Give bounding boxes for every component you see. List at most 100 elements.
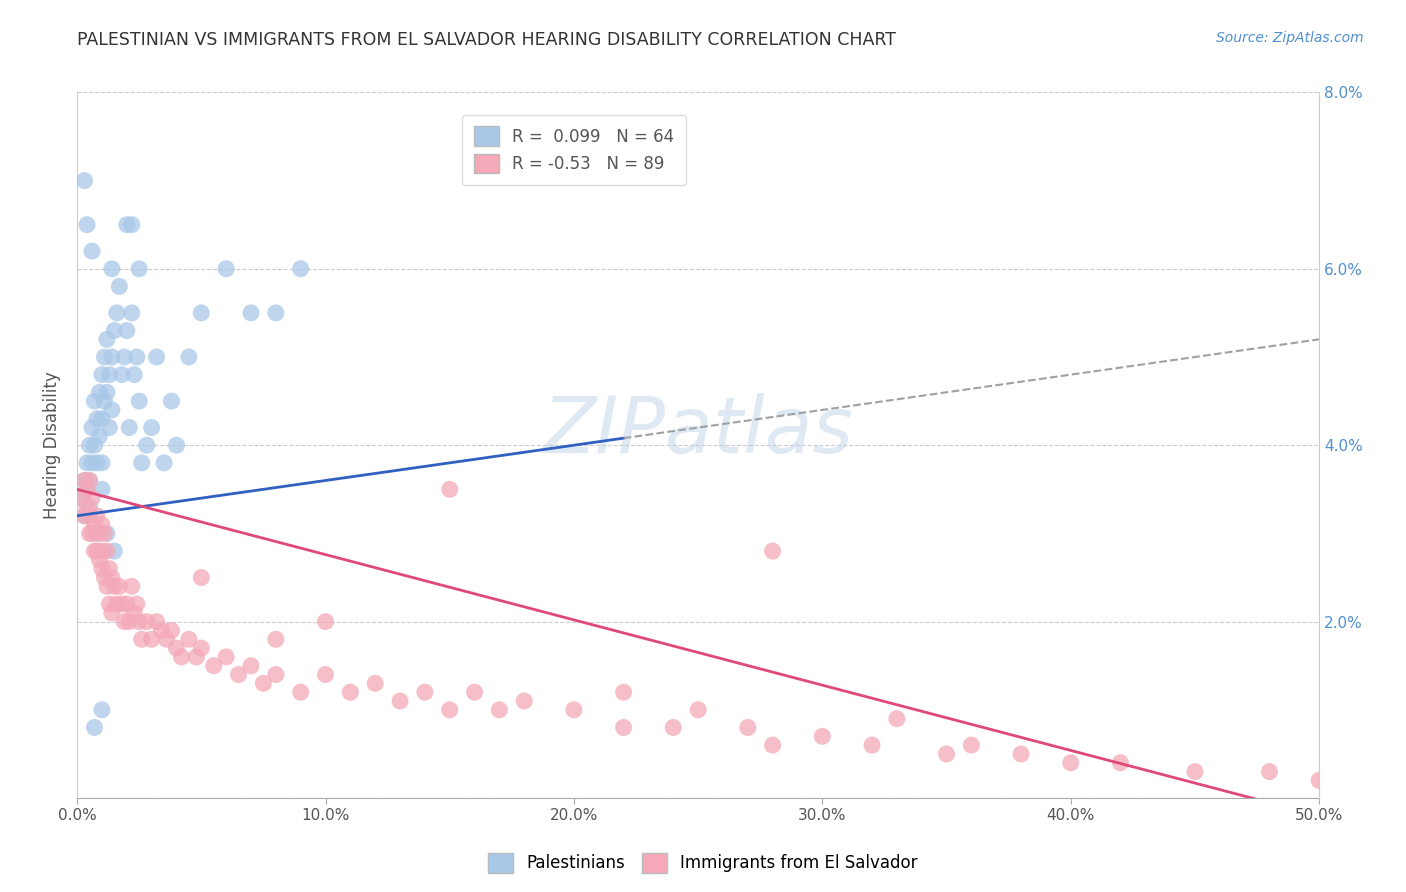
Point — [177, 632, 200, 647]
Point — [86, 508, 108, 523]
Point — [103, 544, 125, 558]
Point — [80, 526, 103, 541]
Point — [150, 624, 173, 638]
Point — [96, 385, 118, 400]
Point — [1308, 773, 1330, 788]
Point — [613, 685, 636, 699]
Point — [73, 173, 96, 187]
Point — [190, 641, 212, 656]
Point — [89, 385, 111, 400]
Point — [90, 562, 112, 576]
Point — [762, 544, 785, 558]
Point — [98, 562, 121, 576]
Point — [215, 261, 238, 276]
Point — [101, 261, 124, 276]
Point — [464, 685, 486, 699]
Point — [125, 350, 148, 364]
Point — [112, 615, 135, 629]
Point — [83, 394, 105, 409]
Point — [79, 474, 101, 488]
Point — [135, 615, 157, 629]
Point — [80, 420, 103, 434]
Point — [1184, 764, 1206, 779]
Point — [108, 279, 131, 293]
Point — [103, 324, 125, 338]
Point — [389, 694, 412, 708]
Point — [439, 483, 461, 497]
Point — [613, 721, 636, 735]
Point — [141, 420, 163, 434]
Point — [89, 526, 111, 541]
Point — [86, 456, 108, 470]
Point — [73, 474, 96, 488]
Point — [73, 508, 96, 523]
Point — [76, 500, 98, 514]
Point — [101, 606, 124, 620]
Point — [90, 411, 112, 425]
Point — [128, 261, 150, 276]
Point — [240, 306, 263, 320]
Point — [240, 658, 263, 673]
Point — [135, 438, 157, 452]
Point — [315, 667, 337, 681]
Point — [960, 738, 983, 752]
Point — [131, 632, 153, 647]
Point — [101, 403, 124, 417]
Point — [131, 456, 153, 470]
Point — [89, 429, 111, 443]
Point — [86, 411, 108, 425]
Point — [737, 721, 759, 735]
Point — [80, 456, 103, 470]
Point — [413, 685, 436, 699]
Point — [115, 324, 138, 338]
Point — [112, 350, 135, 364]
Point — [89, 553, 111, 567]
Point — [98, 420, 121, 434]
Point — [118, 420, 141, 434]
Point — [155, 632, 177, 647]
Point — [93, 570, 115, 584]
Point — [252, 676, 274, 690]
Point — [121, 579, 143, 593]
Point — [1010, 747, 1032, 761]
Point — [76, 456, 98, 470]
Point — [202, 658, 225, 673]
Point — [290, 685, 312, 699]
Point — [90, 456, 112, 470]
Point — [128, 615, 150, 629]
Point — [935, 747, 957, 761]
Text: Source: ZipAtlas.com: Source: ZipAtlas.com — [1216, 31, 1364, 45]
Point — [90, 517, 112, 532]
Point — [103, 579, 125, 593]
Point — [513, 694, 536, 708]
Point — [96, 526, 118, 541]
Point — [811, 729, 834, 743]
Point — [105, 306, 128, 320]
Point — [177, 350, 200, 364]
Text: ZIPatlas: ZIPatlas — [543, 393, 853, 469]
Point — [141, 632, 163, 647]
Point — [70, 491, 93, 505]
Point — [886, 712, 908, 726]
Point — [73, 474, 96, 488]
Point — [160, 394, 183, 409]
Point — [96, 544, 118, 558]
Point — [121, 306, 143, 320]
Point — [264, 306, 287, 320]
Point — [488, 703, 510, 717]
Point — [315, 615, 337, 629]
Text: PALESTINIAN VS IMMIGRANTS FROM EL SALVADOR HEARING DISABILITY CORRELATION CHART: PALESTINIAN VS IMMIGRANTS FROM EL SALVAD… — [77, 31, 897, 49]
Point — [105, 597, 128, 611]
Point — [145, 615, 167, 629]
Point — [73, 508, 96, 523]
Point — [83, 721, 105, 735]
Point — [90, 368, 112, 382]
Point — [1060, 756, 1083, 770]
Point — [264, 632, 287, 647]
Point — [101, 350, 124, 364]
Point — [118, 615, 141, 629]
Point — [264, 667, 287, 681]
Y-axis label: Hearing Disability: Hearing Disability — [44, 371, 60, 519]
Point — [190, 570, 212, 584]
Point — [90, 544, 112, 558]
